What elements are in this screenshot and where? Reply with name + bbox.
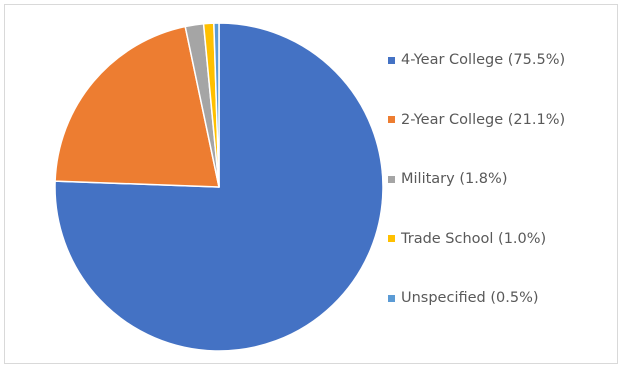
legend-item-3: Trade School (1.0%): [388, 229, 613, 249]
legend-item-0: 4-Year College (75.5%): [388, 50, 613, 70]
legend-swatch-0: [388, 56, 395, 64]
legend-label-4: Unspecified (0.5%): [401, 290, 539, 306]
legend-label-2: Military (1.8%): [401, 171, 508, 187]
legend-swatch-2: [388, 175, 395, 183]
legend-label-3: Trade School (1.0%): [401, 230, 547, 247]
pie-slice-1: [54, 25, 220, 188]
chart-legend: 4-Year College (75.5%) 2-Year College (21…: [388, 50, 613, 348]
legend-swatch-3: [388, 235, 395, 242]
legend-swatch-1: [388, 116, 395, 123]
pie-slice-4: [213, 22, 220, 188]
legend-item-2: Military (1.8%): [388, 169, 613, 189]
legend-swatch-4: [388, 294, 395, 302]
legend-label-0: 4-Year College (75.5%): [401, 52, 566, 68]
legend-label-1: 2-Year College (21.1%): [401, 111, 566, 128]
legend-item-1: 2-Year College (21.1%): [388, 110, 613, 130]
legend-item-4: Unspecified (0.5%): [388, 288, 613, 308]
